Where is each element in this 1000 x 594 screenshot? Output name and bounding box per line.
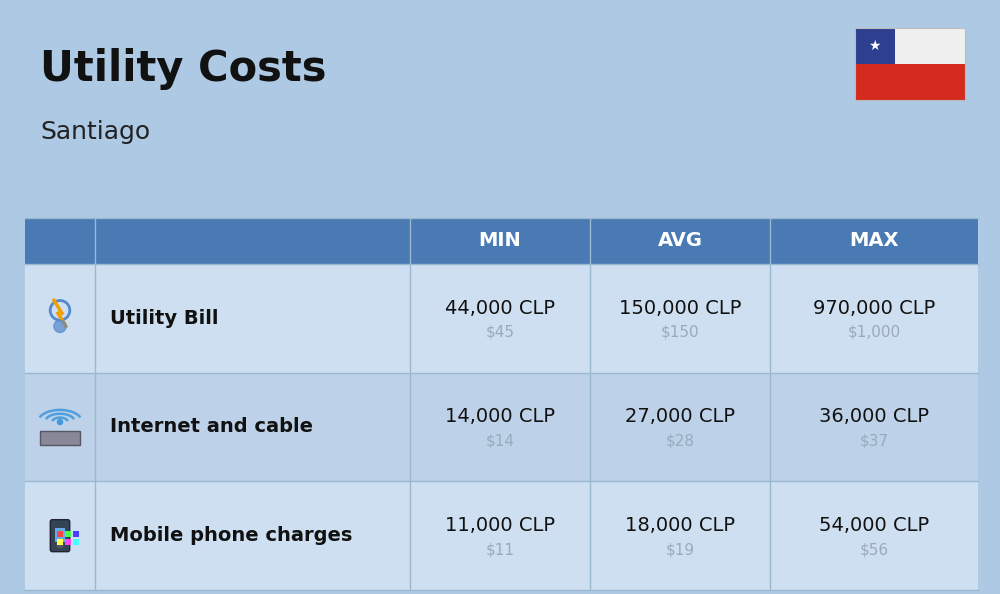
Text: $45: $45: [486, 325, 514, 340]
Text: Utility Costs: Utility Costs: [40, 48, 326, 90]
Text: $14: $14: [486, 434, 514, 448]
Text: 44,000 CLP: 44,000 CLP: [445, 299, 555, 318]
Bar: [855, 64, 965, 100]
Bar: [73, 539, 79, 545]
Text: Mobile phone charges: Mobile phone charges: [110, 526, 352, 545]
FancyBboxPatch shape: [50, 520, 70, 552]
Text: $56: $56: [859, 542, 889, 557]
Text: 150,000 CLP: 150,000 CLP: [619, 299, 741, 318]
Text: ★: ★: [869, 39, 881, 53]
Bar: [55, 527, 65, 542]
Circle shape: [57, 542, 63, 548]
Text: $150: $150: [661, 325, 699, 340]
Text: $37: $37: [859, 434, 889, 448]
Bar: [40, 431, 80, 445]
Text: Internet and cable: Internet and cable: [110, 418, 313, 437]
Text: Santiago: Santiago: [40, 120, 150, 144]
Text: $28: $28: [666, 434, 694, 448]
Bar: [855, 28, 895, 64]
Text: MIN: MIN: [479, 232, 521, 251]
Text: 18,000 CLP: 18,000 CLP: [625, 516, 735, 535]
Text: $11: $11: [486, 542, 514, 557]
Text: $1,000: $1,000: [847, 325, 901, 340]
Bar: [57, 530, 63, 536]
Text: 27,000 CLP: 27,000 CLP: [625, 407, 735, 426]
Bar: [25, 481, 978, 590]
Bar: [57, 539, 63, 545]
Text: 54,000 CLP: 54,000 CLP: [819, 516, 929, 535]
Text: 11,000 CLP: 11,000 CLP: [445, 516, 555, 535]
Text: MAX: MAX: [849, 232, 899, 251]
Text: 14,000 CLP: 14,000 CLP: [445, 407, 555, 426]
Bar: [73, 530, 79, 536]
Bar: [25, 218, 978, 264]
Text: $19: $19: [665, 542, 695, 557]
Bar: [65, 539, 71, 545]
Text: 970,000 CLP: 970,000 CLP: [813, 299, 935, 318]
Circle shape: [54, 320, 66, 333]
Bar: [25, 372, 978, 481]
Bar: [855, 28, 965, 64]
Text: 36,000 CLP: 36,000 CLP: [819, 407, 929, 426]
Bar: [855, 28, 965, 100]
Circle shape: [58, 419, 62, 425]
Bar: [25, 264, 978, 372]
Bar: [65, 530, 71, 536]
Text: Utility Bill: Utility Bill: [110, 309, 218, 328]
Bar: [25, 218, 410, 264]
Text: AVG: AVG: [658, 232, 702, 251]
